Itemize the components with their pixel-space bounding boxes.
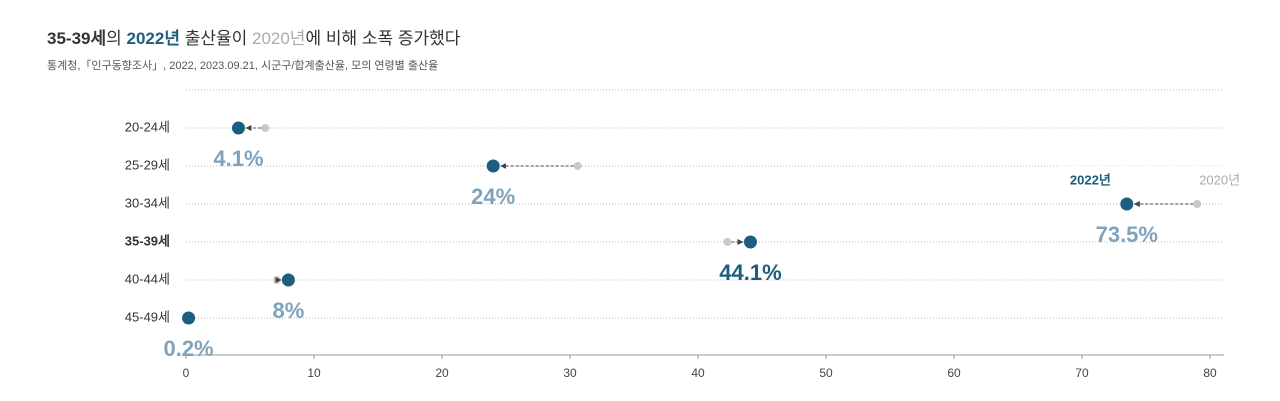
data-label: 24%	[471, 184, 515, 209]
x-tick-label: 80	[1203, 366, 1217, 380]
data-label: 73.5%	[1096, 222, 1158, 247]
legend-label: 2020년	[1199, 172, 1240, 187]
dot-2022	[1120, 197, 1134, 211]
dot-2022	[486, 159, 500, 173]
x-tick-label: 40	[691, 366, 705, 380]
dot-2020	[261, 124, 270, 132]
title-part: 출산율이	[180, 29, 252, 48]
x-tick-label: 20	[435, 366, 449, 380]
dot-2022	[231, 121, 245, 135]
legend-label: 2022년	[1070, 172, 1111, 187]
x-tick-label: 70	[1075, 366, 1089, 380]
title-part: 에 비해 소폭 증가했다	[305, 29, 460, 48]
data-label: 8%	[273, 298, 305, 323]
chart-subtitle: 통계청,「인구동향조사」, 2022, 2023.09.21, 시군구/합계출산…	[47, 59, 438, 72]
x-tick-label: 50	[819, 366, 833, 380]
y-tick-label: 45-49세	[125, 309, 170, 324]
dot-2020	[1193, 200, 1202, 208]
y-tick-label: 20-24세	[125, 119, 170, 134]
dot-2022	[743, 235, 757, 249]
title-part: 2020년	[252, 29, 305, 48]
title-part: 의	[106, 29, 126, 48]
title-part: 2022년	[127, 29, 180, 48]
y-tick-label: 40-44세	[125, 271, 170, 286]
title-part: 35-39세	[47, 29, 106, 48]
data-label: 44.1%	[719, 260, 781, 285]
dot-2022	[281, 273, 295, 287]
dot-2020	[272, 276, 281, 284]
x-tick-label: 10	[307, 366, 321, 380]
dot-2020	[723, 238, 732, 246]
data-label: 0.2%	[163, 336, 213, 361]
chart-title: 35-39세의 2022년 출산율이 2020년에 비해 소폭 증가했다	[47, 29, 461, 48]
dot-2022	[182, 311, 196, 325]
legend-bg	[1056, 166, 1222, 196]
dot-2020	[573, 162, 582, 170]
x-tick-label: 30	[563, 366, 577, 380]
x-tick-label: 0	[183, 366, 190, 380]
data-label: 4.1%	[213, 146, 263, 171]
y-tick-label: 25-29세	[125, 157, 170, 172]
y-tick-label: 30-34세	[125, 195, 170, 210]
y-tick-label: 35-39세	[125, 233, 170, 248]
x-tick-label: 60	[947, 366, 961, 380]
